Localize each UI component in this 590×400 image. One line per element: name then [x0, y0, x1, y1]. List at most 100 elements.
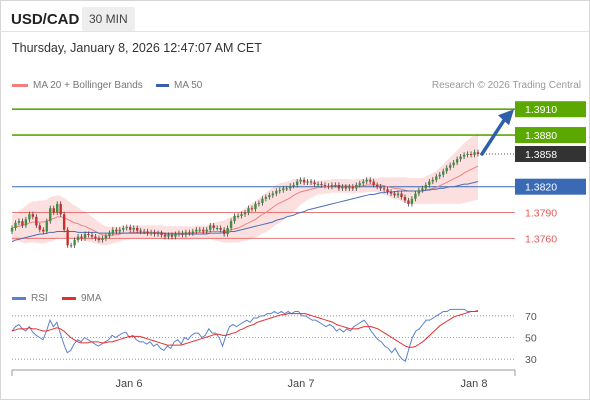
- forecast-arrow-head: [498, 109, 514, 126]
- candle-body: [368, 179, 372, 182]
- candle-body: [125, 227, 128, 229]
- candle-body: [473, 152, 476, 155]
- candle-body: [195, 229, 198, 232]
- candle-body: [382, 188, 386, 190]
- candle-body: [250, 208, 254, 210]
- support-label: 1.3790: [525, 208, 557, 220]
- candle-body: [403, 197, 407, 201]
- candle-body: [431, 179, 434, 182]
- candle-body: [351, 186, 355, 189]
- candle-body: [448, 165, 452, 168]
- candle-body: [295, 181, 299, 185]
- candle-body: [122, 228, 125, 230]
- candle-body: [462, 154, 466, 157]
- rsi-tick-label: 70: [525, 311, 537, 323]
- candle-body: [135, 228, 139, 231]
- candle-body: [278, 190, 281, 192]
- candle-body: [445, 167, 448, 172]
- candle-body: [282, 188, 285, 191]
- candle-body: [271, 193, 275, 196]
- candle-body: [219, 228, 222, 230]
- candle-body: [132, 228, 135, 230]
- candle-body: [69, 245, 73, 247]
- candle-body: [181, 233, 184, 235]
- candle-body: [62, 214, 66, 230]
- x-tick-label: Jan 6: [116, 378, 143, 390]
- candle-body: [275, 191, 278, 194]
- candle-body: [268, 195, 271, 198]
- candle-body: [156, 233, 160, 235]
- candle-body: [73, 240, 76, 246]
- candle-body: [292, 184, 295, 186]
- candle-body: [177, 233, 181, 235]
- candle-body: [428, 181, 431, 185]
- current-price-tag: [515, 145, 586, 162]
- candle-body: [466, 153, 469, 155]
- rsi-line: [11, 308, 478, 363]
- legend-9ma-label: 9MA: [81, 293, 102, 304]
- candle-body: [417, 190, 421, 194]
- timeframe-button[interactable]: 30 MIN: [82, 7, 135, 31]
- candle-body: [421, 188, 424, 191]
- candle-body: [66, 229, 69, 246]
- candle-body: [129, 227, 132, 230]
- research-credit: Research © 2026 Trading Central: [431, 80, 581, 91]
- candle-body: [28, 214, 31, 220]
- candle-body: [386, 189, 389, 192]
- legend-rsi: RSI: [12, 293, 48, 304]
- candle-body: [149, 232, 153, 234]
- candle-body: [52, 208, 55, 213]
- candle-body: [38, 225, 42, 230]
- candle-body: [289, 185, 292, 189]
- candle-body: [191, 231, 195, 234]
- ma20-line: [11, 165, 479, 237]
- candle-body: [83, 234, 87, 239]
- current-price-label: 1.3858: [525, 149, 557, 161]
- legend-rsi-label: RSI: [31, 293, 48, 304]
- candle-body: [240, 214, 243, 216]
- candle-body: [334, 184, 337, 186]
- resistance-label: 1.3880: [525, 130, 557, 142]
- candle-body: [101, 238, 104, 241]
- candle-body: [459, 156, 462, 160]
- candle-body: [407, 200, 410, 204]
- 9ma-swatch: [62, 297, 76, 300]
- candle-body: [174, 234, 177, 237]
- candle-body: [146, 231, 149, 234]
- candle-body: [247, 208, 250, 213]
- candle-body: [410, 198, 414, 204]
- candle-body: [108, 233, 111, 236]
- rsi-tick-label: 50: [525, 333, 537, 345]
- candle-body: [337, 184, 341, 189]
- candle-body: [184, 232, 188, 235]
- candle-body: [80, 236, 83, 239]
- candle-body: [35, 216, 38, 226]
- candle-body: [202, 229, 205, 232]
- candle-body: [215, 228, 219, 230]
- candle-body: [24, 219, 28, 226]
- candle-body: [476, 152, 480, 154]
- candle-body: [362, 181, 365, 184]
- candle-body: [97, 238, 101, 241]
- header-divider: [0, 31, 590, 32]
- candle-body: [17, 221, 21, 223]
- candle-body: [212, 225, 215, 229]
- candle-body: [153, 232, 156, 235]
- candle-body: [142, 231, 146, 233]
- candle-body: [442, 171, 445, 175]
- bollinger-band: [12, 132, 478, 246]
- resistance-label: 1.3910: [525, 104, 557, 116]
- candle-body: [438, 174, 441, 177]
- candle-body: [285, 188, 288, 190]
- candle-body: [49, 208, 52, 222]
- candle-body: [14, 222, 17, 229]
- x-tick-label: Jan 8: [461, 378, 488, 390]
- candle-body: [400, 193, 403, 198]
- candle-body: [167, 234, 170, 237]
- legend-ma50: MA 50: [156, 80, 202, 91]
- candle-body: [222, 229, 226, 235]
- candle-body: [320, 184, 323, 186]
- candle-body: [306, 181, 309, 183]
- candle-body: [233, 215, 236, 222]
